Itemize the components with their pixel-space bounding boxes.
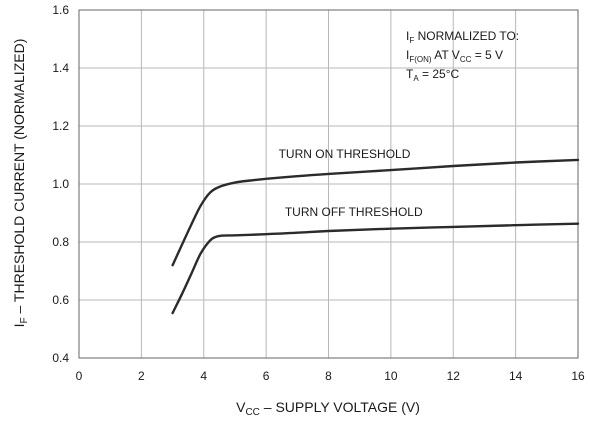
x-tick-label-2: 4: [200, 369, 207, 383]
y-tick-label-1: 0.6: [52, 293, 69, 307]
series-line-turn-on: [171, 158, 580, 267]
y-tick-label-2: 0.8: [52, 235, 69, 249]
annotation-line-2: IF(ON) AT VCC = 5 V: [406, 48, 503, 64]
x-tick-label-7: 14: [509, 369, 523, 383]
x-tick-label-6: 12: [447, 369, 461, 383]
annotation-line-3: TA = 25°C: [406, 67, 460, 83]
x-tick-label-8: 16: [571, 369, 585, 383]
y-axis-title: IF – THRESHOLD CURRENT (NORMALIZED): [11, 39, 30, 328]
y-tick-label-6: 1.6: [52, 3, 69, 17]
y-tick-label-0: 0.4: [52, 351, 69, 365]
x-tick-label-3: 6: [263, 369, 270, 383]
series-label-turn-off: TURN OFF THRESHOLD: [285, 205, 423, 219]
tick-labels: 0 2 4 6 8 10 12 14 16 0.4 0.6 0.8 1.0 1.2 1.4 1.6: [52, 3, 585, 383]
x-tick-label-1: 2: [138, 369, 145, 383]
x-tick-label-5: 10: [384, 369, 398, 383]
x-axis-title: VCC – SUPPLY VOLTAGE (V): [236, 399, 420, 418]
y-tick-label-5: 1.4: [52, 61, 69, 75]
series-line-turn-off: [171, 222, 580, 315]
x-tick-label-0: 0: [76, 369, 83, 383]
y-tick-label-4: 1.2: [52, 119, 69, 133]
y-tick-label-3: 1.0: [52, 177, 69, 191]
plot-frame: [78, 9, 579, 359]
annotation-line-1: IF NORMALIZED TO:: [406, 29, 519, 45]
curves: [171, 158, 580, 315]
series-label-turn-on: TURN ON THRESHOLD: [279, 147, 411, 161]
x-tick-label-4: 8: [325, 369, 332, 383]
grid-lines: [78, 9, 579, 359]
